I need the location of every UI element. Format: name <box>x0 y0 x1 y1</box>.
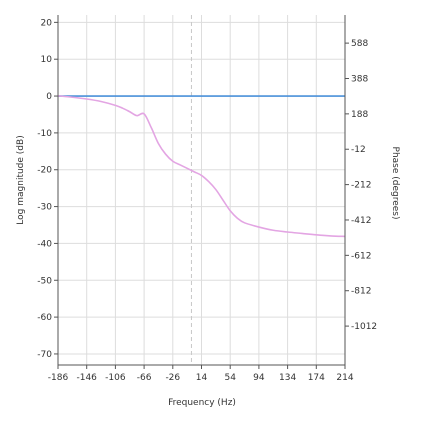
x-tick-label: 14 <box>196 373 208 383</box>
y-right-tick-label: -412 <box>351 216 371 226</box>
y-right-tick-label: 388 <box>351 74 368 84</box>
x-tick-label: -146 <box>76 373 97 383</box>
phase-line <box>57 95 346 238</box>
y-left-tick-label: 10 <box>41 55 53 65</box>
y-right-tick-label: 588 <box>351 39 368 49</box>
series-group <box>57 95 346 238</box>
y-axis-right-title: Phase (degrees) <box>390 147 400 220</box>
y-left-tick-label: -70 <box>37 350 52 360</box>
y-left-tick-label: -30 <box>37 203 52 213</box>
x-tick-label: -186 <box>48 373 69 383</box>
x-tick-label: 54 <box>224 373 236 383</box>
y-left-tick-label: 0 <box>46 92 52 102</box>
y-right-tick-label: -212 <box>351 181 371 191</box>
x-tick-label: 174 <box>308 373 325 383</box>
y-right-tick-label: -812 <box>351 287 371 297</box>
axes <box>54 15 349 369</box>
y-left-tick-label: -40 <box>37 239 52 249</box>
y-left-tick-label: -10 <box>37 129 52 139</box>
y-right-tick-label: -1012 <box>351 322 377 332</box>
y-right-tick-label: 188 <box>351 110 368 120</box>
y-left-tick-label: -50 <box>37 276 52 286</box>
x-tick-label: 214 <box>336 373 353 383</box>
x-tick-label: -106 <box>105 373 126 383</box>
x-tick-label: -66 <box>137 373 152 383</box>
x-tick-label: -26 <box>165 373 180 383</box>
tick-labels: -186 -146 -106 -66 -26 14 54 94 134 174 214 20 10 0 -1… <box>37 18 377 383</box>
x-tick-label: 94 <box>253 373 265 383</box>
y-left-tick-label: -60 <box>37 313 52 323</box>
y-axis-left-title: Log magnitude (dB) <box>16 135 26 224</box>
y-right-tick-label: -612 <box>351 251 371 261</box>
y-left-tick-label: -20 <box>37 166 52 176</box>
y-left-tick-label: 20 <box>41 18 53 28</box>
x-axis-title: Frequency (Hz) <box>168 398 236 408</box>
y-right-tick-label: -12 <box>351 145 366 155</box>
x-tick-label: 134 <box>279 373 296 383</box>
grid <box>57 15 346 365</box>
